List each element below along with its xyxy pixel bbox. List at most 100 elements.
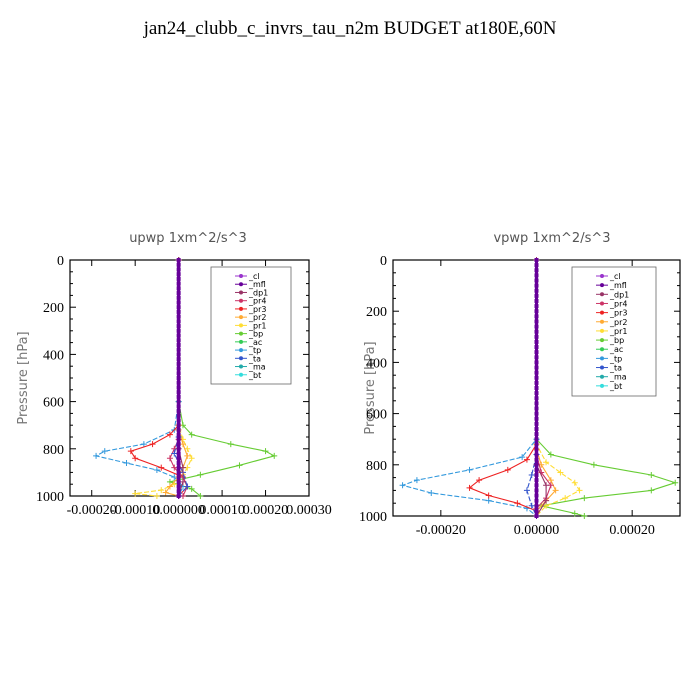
y-tick-label: 600	[366, 408, 387, 423]
data-point-pr3	[158, 464, 165, 471]
series-line-pr1	[135, 260, 193, 497]
data-point-tp	[428, 489, 435, 496]
data-point-mfl	[176, 272, 181, 277]
series-line-pr3	[468, 260, 538, 516]
data-point-mfl	[534, 432, 539, 437]
legend-label: _pr1	[609, 327, 627, 336]
legend-marker	[600, 338, 604, 343]
data-point-bp	[227, 441, 234, 448]
data-point-ta	[523, 487, 530, 494]
legend-label: _ta	[248, 354, 261, 363]
data-point-pr1	[562, 495, 569, 502]
legend-label: _bt	[609, 382, 622, 391]
data-point-mfl	[176, 489, 181, 494]
data-point-bp	[262, 448, 269, 455]
data-point-bp	[236, 462, 243, 469]
data-point-mfl	[176, 366, 181, 371]
x-tick-label: -0.00020	[67, 503, 117, 518]
data-point-mfl	[534, 380, 539, 385]
data-point-mfl	[176, 333, 181, 338]
data-point-mfl	[534, 314, 539, 319]
data-point-pr1	[576, 487, 583, 494]
data-point-mfl	[176, 361, 181, 366]
data-point-mfl	[176, 300, 181, 305]
data-point-bp	[581, 513, 588, 519]
data-point-pr1	[132, 490, 139, 497]
legend-marker	[239, 323, 243, 328]
legend-label: _tp	[609, 354, 622, 363]
legend: _cl_mfl_dp1_pr4_pr3_pr2_pr1_bp_ac_tp_ta_…	[571, 266, 657, 397]
data-point-dp1	[543, 482, 550, 489]
legend-marker	[239, 306, 243, 311]
data-point-mfl	[534, 350, 539, 355]
data-point-mfl	[534, 467, 539, 472]
data-point-mfl	[176, 338, 181, 343]
data-point-mfl	[534, 508, 539, 513]
legend-marker	[600, 383, 604, 388]
data-point-mfl	[534, 263, 539, 268]
legend-marker	[600, 301, 604, 306]
legend-label: _ma	[609, 373, 627, 382]
data-point-mfl	[176, 371, 181, 376]
data-point-mfl	[176, 423, 181, 428]
x-tick-label: 0.000000	[152, 503, 205, 518]
data-point-tp	[93, 452, 100, 459]
legend-marker	[600, 292, 604, 297]
data-point-mfl	[176, 413, 181, 418]
data-point-tp	[101, 448, 108, 455]
legend-label: _pr4	[248, 297, 266, 306]
data-point-mfl	[176, 494, 181, 498]
data-point-mfl	[534, 355, 539, 360]
legend-marker	[239, 315, 243, 320]
legend-label: _ac	[609, 345, 623, 354]
legend-label: _cl	[609, 272, 621, 281]
data-point-bp	[547, 451, 554, 458]
data-point-mfl	[534, 370, 539, 375]
legend-label: _bp	[248, 330, 263, 339]
data-point-bp	[672, 479, 679, 486]
data-point-mfl	[534, 329, 539, 334]
legend-marker	[600, 274, 604, 278]
data-point-mfl	[534, 396, 539, 401]
data-point-tp	[153, 467, 160, 474]
legend-marker	[600, 319, 604, 324]
series-line-pr2	[164, 260, 188, 497]
data-point-mfl	[534, 365, 539, 370]
data-point-mfl	[534, 273, 539, 278]
data-point-pr2	[166, 483, 173, 490]
data-point-mfl	[534, 401, 539, 406]
y-tick-label: 200	[366, 305, 387, 320]
data-point-mfl	[534, 339, 539, 344]
legend-marker	[239, 298, 243, 303]
data-point-mfl	[534, 288, 539, 293]
data-point-mfl	[176, 309, 181, 314]
legend-marker	[600, 347, 604, 352]
data-point-mfl	[176, 267, 181, 272]
data-point-mfl	[176, 390, 181, 395]
data-point-mfl	[534, 411, 539, 416]
data-point-mfl	[534, 345, 539, 350]
data-point-mfl	[176, 281, 181, 286]
data-point-pr4	[171, 464, 178, 471]
legend-marker	[239, 356, 243, 361]
y-tick-label: 400	[43, 348, 64, 363]
data-point-mfl	[176, 446, 181, 451]
data-point-mfl	[176, 376, 181, 380]
data-point-pr3	[166, 431, 173, 438]
data-point-mfl	[534, 503, 539, 508]
legend-marker	[600, 283, 604, 288]
data-point-dp1	[543, 497, 550, 504]
legend-box	[210, 266, 292, 385]
legend-marker	[239, 290, 243, 295]
data-point-pr2	[162, 489, 169, 496]
data-point-mfl	[176, 470, 181, 475]
legend-box	[571, 266, 657, 397]
data-point-tp	[399, 482, 406, 489]
data-point-pr3	[523, 456, 530, 463]
data-point-pr1	[184, 445, 191, 452]
data-point-mfl	[176, 409, 181, 414]
data-point-mfl	[534, 473, 539, 478]
data-point-bp	[571, 510, 578, 517]
data-point-mfl	[176, 394, 181, 399]
